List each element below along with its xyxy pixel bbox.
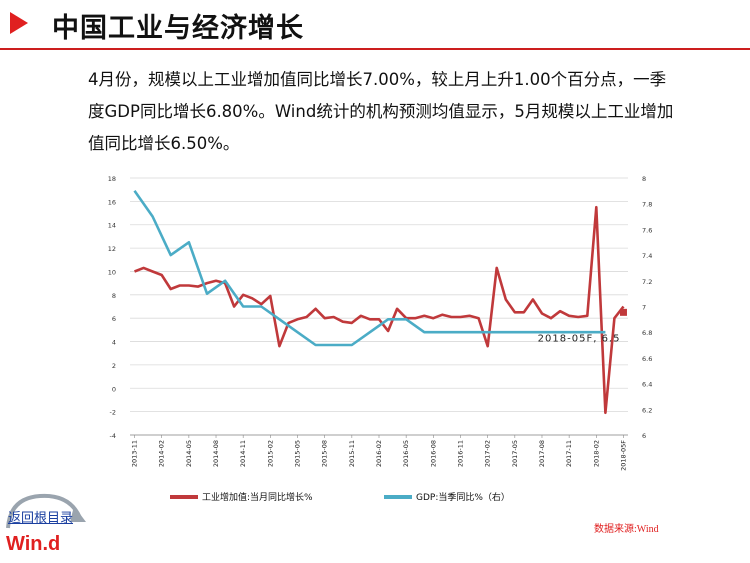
y-right-tick-label: 6.2 bbox=[642, 406, 652, 414]
page-title: 中国工业与经济增长 bbox=[52, 13, 304, 44]
title-divider bbox=[0, 48, 750, 50]
title-arrow-icon bbox=[10, 12, 28, 34]
x-tick-label: 2015-05 bbox=[294, 440, 302, 467]
x-tick-label: 2018-05F bbox=[619, 440, 627, 471]
y-right-tick-label: 6 bbox=[642, 432, 646, 440]
x-tick-label: 2017-08 bbox=[538, 440, 546, 467]
y-left-tick-label: 10 bbox=[108, 268, 116, 276]
x-tick-label: 2016-08 bbox=[429, 440, 437, 467]
x-tick-label: 2013-11 bbox=[131, 440, 139, 467]
x-tick-label: 2014-02 bbox=[158, 440, 166, 467]
y-right-tick-label: 6.8 bbox=[642, 329, 652, 337]
x-tick-label: 2014-08 bbox=[212, 440, 220, 467]
y-left-tick-label: 8 bbox=[112, 292, 116, 300]
back-to-root-link[interactable]: 返回根目录 bbox=[8, 511, 74, 526]
y-right-tick-label: 7 bbox=[642, 304, 646, 312]
y-left-tick-label: 2 bbox=[112, 362, 116, 370]
x-tick-label: 2016-02 bbox=[375, 440, 383, 467]
y-left-tick-label: 14 bbox=[108, 222, 116, 230]
forecast-marker bbox=[619, 308, 627, 316]
logo-arc-icon bbox=[6, 493, 82, 529]
chart-svg: -4 -2 0 2 4 6 8 10 12 14 16 18 6 6.2 6.4 6.6 6.8 7 7.2 7.4 7… bbox=[108, 175, 653, 471]
y-right-tick-label: 7.8 bbox=[642, 201, 652, 209]
logo-arrow-icon bbox=[70, 506, 86, 522]
y-right-tick-label: 8 bbox=[642, 175, 646, 183]
legend-swatch-industrial bbox=[170, 494, 198, 499]
chart: -4 -2 0 2 4 6 8 10 12 14 16 18 6 6.2 6.4 6.6 6.8 7 7.2 7.4 7… bbox=[100, 168, 660, 478]
y-left-tick-label: 0 bbox=[112, 385, 116, 393]
chart-legend: 工业增加值:当月同比增长% GDP:当季同比%（右） bbox=[170, 490, 650, 506]
x-tick-label: 2017-02 bbox=[484, 440, 492, 467]
y-left-tick-label: 6 bbox=[112, 315, 116, 323]
y-right-tick-label: 7.2 bbox=[642, 278, 652, 286]
legend-item-gdp: GDP:当季同比%（右） bbox=[384, 490, 510, 503]
x-tick-label: 2016-05 bbox=[402, 440, 410, 467]
x-tick-label: 2015-11 bbox=[348, 440, 356, 467]
legend-swatch-gdp bbox=[384, 494, 412, 499]
x-tick-label: 2014-05 bbox=[185, 440, 193, 467]
y-right-tick-label: 6.6 bbox=[642, 355, 652, 363]
y-right-tick-label: 7.4 bbox=[642, 252, 652, 260]
legend-item-industrial: 工业增加值:当月同比增长% bbox=[170, 490, 313, 503]
summary-paragraph: 4月份，规模以上工业增加值同比增长7.00%，较上月上升1.00个百分点，一季度… bbox=[88, 70, 674, 153]
x-tick-label: 2017-05 bbox=[511, 440, 519, 467]
y-left-tick-label: -2 bbox=[110, 409, 116, 417]
y-right-tick-label: 7.6 bbox=[642, 226, 652, 234]
data-source: 数据来源:Wind bbox=[594, 524, 659, 535]
y-left-tick-label: 16 bbox=[108, 198, 116, 206]
series-line-industrial bbox=[134, 205, 625, 415]
x-tick-label: 2016-11 bbox=[456, 440, 464, 467]
legend-label-industrial: 工业增加值:当月同比增长% bbox=[202, 493, 313, 503]
x-tick-label: 2018-02 bbox=[592, 440, 600, 467]
wind-logo bbox=[6, 493, 86, 529]
y-left-tick-label: 12 bbox=[108, 245, 116, 253]
legend-label-gdp: GDP:当季同比%（右） bbox=[416, 493, 510, 503]
y-left-tick-label: 18 bbox=[108, 175, 116, 183]
x-tick-label: 2015-08 bbox=[321, 440, 329, 467]
x-tick-label: 2014-11 bbox=[239, 440, 247, 467]
title-bar: 中国工业与经济增长 bbox=[0, 0, 750, 50]
x-tick-label: 2017-11 bbox=[565, 440, 573, 467]
y-right-tick-label: 6.4 bbox=[642, 381, 652, 389]
logo-text: Win.d bbox=[6, 533, 61, 555]
x-tick-label: 2015-02 bbox=[266, 440, 274, 467]
y-left-tick-label: -4 bbox=[110, 432, 116, 440]
forecast-label: 2018-05F, 6.5 bbox=[538, 334, 621, 345]
series-line-gdp bbox=[133, 190, 606, 347]
y-left-tick-label: 4 bbox=[112, 339, 116, 347]
